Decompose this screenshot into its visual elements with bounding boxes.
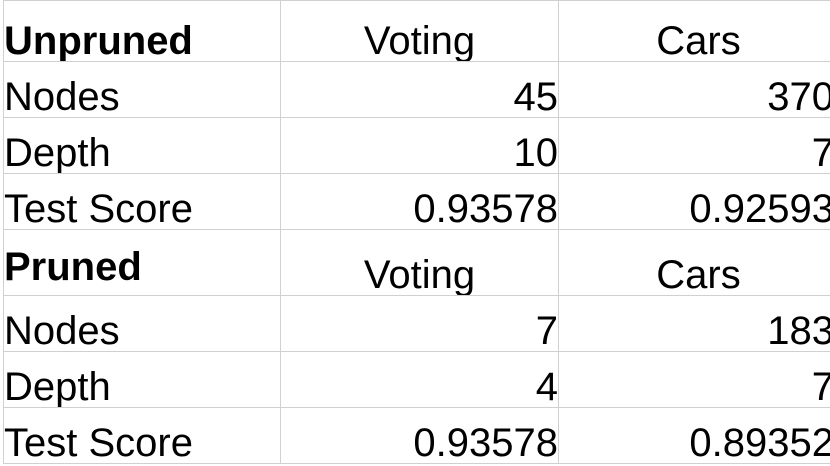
- row-label-cell[interactable]: Nodes: [3, 295, 281, 352]
- value-cell[interactable]: 183: [558, 295, 830, 352]
- value-cell[interactable]: 10: [280, 117, 559, 174]
- section-title-cell[interactable]: Unpruned: [3, 0, 281, 62]
- value-cell[interactable]: 7: [280, 295, 559, 352]
- table-row: Test Score 0.93578 0.92593: [3, 173, 830, 230]
- value-cell[interactable]: 370: [558, 61, 830, 118]
- section-title-cell[interactable]: Pruned: [3, 229, 281, 296]
- data-table: Unpruned Voting Cars Nodes 45 370 Depth …: [3, 0, 830, 464]
- value-cell[interactable]: 0.93578: [280, 173, 559, 230]
- value-cell[interactable]: 0.92593: [558, 173, 830, 230]
- value-cell[interactable]: 0.89352: [558, 407, 830, 464]
- value-cell[interactable]: 4: [280, 351, 559, 408]
- column-header-voting-cell[interactable]: Voting: [280, 229, 559, 296]
- value-cell[interactable]: 45: [280, 61, 559, 118]
- table-row: Depth 4 7: [3, 351, 830, 408]
- table-row: Test Score 0.93578 0.89352: [3, 407, 830, 464]
- row-label-cell[interactable]: Test Score: [3, 173, 281, 230]
- spreadsheet-grid: Unpruned Voting Cars Nodes 45 370 Depth …: [3, 0, 830, 466]
- section-header-row: Unpruned Voting Cars: [3, 0, 830, 62]
- value-cell[interactable]: 7: [558, 351, 830, 408]
- row-label-cell[interactable]: Test Score: [3, 407, 281, 464]
- value-cell[interactable]: 7: [558, 117, 830, 174]
- column-header-cars-cell[interactable]: Cars: [558, 229, 830, 296]
- column-header-voting-cell[interactable]: Voting: [280, 0, 559, 62]
- section-header-row: Pruned Voting Cars: [3, 229, 830, 296]
- row-label-cell[interactable]: Depth: [3, 117, 281, 174]
- table-row: Depth 10 7: [3, 117, 830, 174]
- table-row: Nodes 45 370: [3, 61, 830, 118]
- row-label-cell[interactable]: Depth: [3, 351, 281, 408]
- table-row: Nodes 7 183: [3, 295, 830, 352]
- value-cell[interactable]: 0.93578: [280, 407, 559, 464]
- row-label-cell[interactable]: Nodes: [3, 61, 281, 118]
- column-header-cars-cell[interactable]: Cars: [558, 0, 830, 62]
